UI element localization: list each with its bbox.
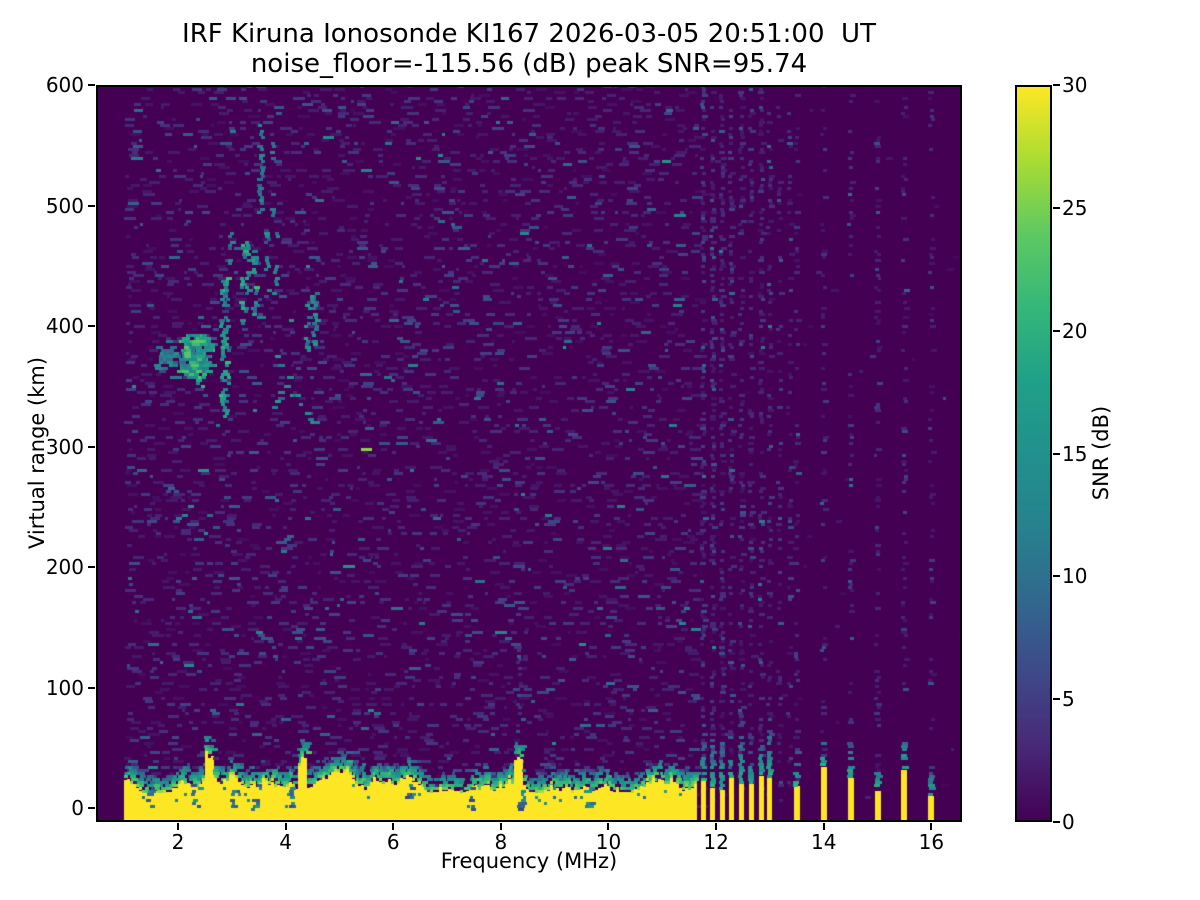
colorbar-tick-label: 25 (1062, 195, 1088, 220)
title-line-2: noise_floor=-115.56 (dB) peak SNR=95.74 (250, 49, 808, 79)
x-tick-label: 10 (595, 830, 622, 854)
colorbar-tick-label: 20 (1062, 318, 1088, 343)
x-tick-mark (715, 823, 718, 830)
x-tick-label: 8 (494, 830, 508, 854)
title-line-1: IRF Kiruna Ionosonde KI167 2026-03-05 20… (182, 19, 876, 49)
x-tick-label: 4 (279, 830, 292, 854)
x-tick-label: 14 (810, 830, 837, 854)
colorbar-tick-label: 15 (1062, 441, 1088, 466)
y-tick-mark (88, 686, 95, 689)
plot-title: IRF Kiruna Ionosonde KI167 2026-03-05 20… (96, 19, 962, 79)
colorbar-tick-mark (1053, 821, 1060, 823)
colorbar-tick-mark (1053, 698, 1060, 701)
x-axis-label: Frequency (MHz) (440, 849, 618, 873)
ionogram-heatmap (96, 85, 962, 822)
y-axis-label: Virtual range (km) (25, 356, 49, 550)
colorbar-tick-mark (1053, 575, 1060, 578)
colorbar-tick-label: 30 (1062, 73, 1088, 97)
y-tick-mark (88, 84, 95, 86)
x-tick-label: 2 (171, 830, 185, 854)
x-tick-mark (822, 823, 825, 830)
colorbar-tick-mark (1053, 329, 1060, 332)
colorbar-tick-mark (1053, 452, 1060, 455)
colorbar-tick-mark (1053, 206, 1060, 209)
y-tick-label: 500 (45, 193, 84, 218)
colorbar-label: SNR (dB) (1089, 405, 1113, 501)
x-tick-mark (392, 823, 395, 830)
colorbar-tick-label: 5 (1062, 687, 1075, 712)
y-tick-mark (88, 445, 95, 448)
colorbar-tick-label: 10 (1062, 564, 1088, 589)
y-tick-label: 0 (71, 796, 84, 821)
y-tick-mark (88, 807, 95, 810)
y-tick-label: 100 (45, 675, 84, 700)
x-tick-mark (284, 823, 287, 830)
x-tick-mark (607, 823, 610, 830)
y-tick-label: 200 (45, 555, 84, 579)
colorbar-tick-label: 0 (1062, 810, 1075, 834)
x-tick-label: 6 (386, 830, 400, 854)
x-tick-label: 16 (918, 830, 945, 854)
x-tick-mark (177, 823, 179, 830)
y-tick-mark (88, 204, 95, 207)
y-tick-label: 600 (45, 73, 84, 97)
x-tick-label: 12 (703, 830, 729, 854)
colorbar-tick-mark (1053, 84, 1060, 86)
colorbar (1015, 85, 1052, 822)
y-tick-mark (88, 566, 95, 568)
x-tick-mark (499, 823, 502, 830)
x-tick-mark (930, 823, 933, 830)
y-tick-mark (88, 325, 95, 327)
y-tick-label: 400 (45, 314, 84, 338)
y-tick-label: 300 (45, 434, 84, 459)
